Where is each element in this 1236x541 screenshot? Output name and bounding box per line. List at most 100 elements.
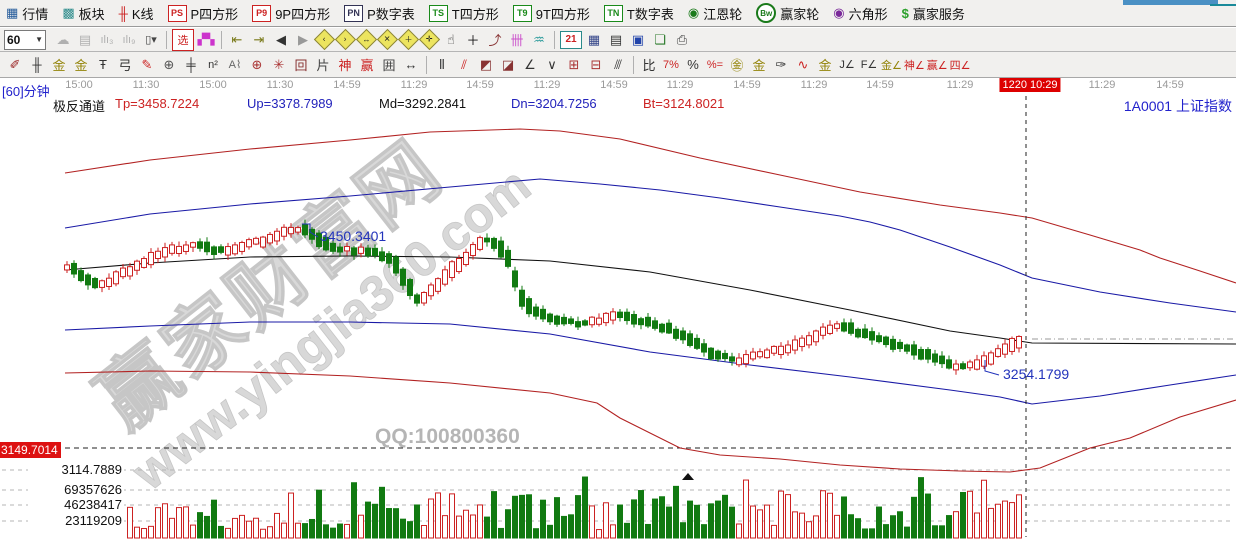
grid123-icon[interactable]: 囲 xyxy=(382,58,396,73)
color-chart-icon[interactable]: ▞▚ xyxy=(197,34,215,46)
n2-icon[interactable]: n² xyxy=(208,58,218,71)
last-icon[interactable]: ⇥ xyxy=(253,31,265,47)
ying-angle-icon[interactable]: 赢∠ xyxy=(926,59,948,72)
menu-item-label: 六角形 xyxy=(848,6,888,22)
gann-x-icon-glyph: ✕ xyxy=(384,34,391,44)
price-chart-canvas[interactable]: 赢家财富网www.yingjia360.comQQ:1008003603450.… xyxy=(0,78,1236,541)
doc-icon[interactable]: ▤ xyxy=(78,31,92,47)
angle-icon[interactable]: ∠ xyxy=(524,56,536,72)
sketch-icon[interactable]: ☁ xyxy=(56,31,70,47)
gann-right-icon[interactable]: › xyxy=(334,28,357,51)
volume-bar xyxy=(414,504,420,539)
menu-item-六角形[interactable]: ◉ 六角形 xyxy=(833,4,887,23)
chart-area[interactable]: 赢家财富网 www.yingjia360.com QQ:100800360 3450.… xyxy=(0,78,1236,541)
period-combo[interactable]: 60 ▼ xyxy=(4,29,46,50)
wave-icon[interactable]: ∿ xyxy=(797,56,809,72)
hash2-icon[interactable]: ╪ xyxy=(186,57,196,72)
gold-line-icon[interactable]: 金 xyxy=(752,58,766,73)
gann-dial-icon[interactable]: ⊕ xyxy=(163,56,175,72)
gann-lr-icon[interactable]: ↔ xyxy=(355,28,378,51)
box-fan-icon[interactable]: ◪ xyxy=(501,56,515,72)
si-angle-icon[interactable]: 四∠ xyxy=(949,59,971,72)
gold-angle-icon[interactable]: 金∠ xyxy=(881,59,902,72)
redgrid2-icon[interactable]: ⊟ xyxy=(590,56,602,72)
brush-icon[interactable]: ✑ xyxy=(775,56,787,72)
pick-stock-icon[interactable]: 选 xyxy=(172,28,194,51)
star-icon[interactable]: ✳ xyxy=(273,56,285,72)
vcheck-icon[interactable]: ∨ xyxy=(547,56,557,72)
menu-item-P数字表[interactable]: PN P数字表 xyxy=(344,4,415,23)
shen-angle-icon[interactable]: 神∠ xyxy=(903,59,925,72)
menu-item-赢家轮[interactable]: Bw 赢家轮 xyxy=(756,3,819,23)
shen-grid-icon[interactable]: 神 xyxy=(338,58,352,73)
menu-item-赢家服务[interactable]: $ 赢家服务 xyxy=(902,4,965,23)
frame-icon[interactable]: Ⅱ xyxy=(438,56,446,72)
bars9-icon[interactable]: ılı₉ xyxy=(122,33,136,46)
parallel-icon[interactable]: ⫻ xyxy=(614,56,622,72)
first-icon[interactable]: ⇤ xyxy=(231,31,243,47)
candle-body xyxy=(183,244,189,252)
gold-grid2-icon[interactable]: 金 xyxy=(74,58,88,73)
mirror-icon[interactable]: A⌇ xyxy=(228,59,242,71)
next-icon[interactable]: ▶ xyxy=(298,31,308,47)
gold-u-icon[interactable]: 金 xyxy=(818,58,832,73)
menu-item-江恩轮[interactable]: ◉ 江恩轮 xyxy=(688,4,742,23)
menu-item-9T四方形[interactable]: T9 9T四方形 xyxy=(512,4,590,23)
window-icon[interactable]: ❏ xyxy=(654,31,666,47)
menu-item-K线[interactable]: ╫ K线 xyxy=(119,4,154,23)
target-icon[interactable]: ⊕ xyxy=(251,56,263,72)
red-pen-icon[interactable]: ✎ xyxy=(141,56,153,72)
ratio-icon[interactable]: 比 xyxy=(642,58,656,73)
menu-item-板块[interactable]: ▩ 板块 xyxy=(62,4,104,23)
teal-tool-icon[interactable]: ♒ xyxy=(533,31,545,47)
bars3-icon[interactable]: ılı₃ xyxy=(100,33,114,46)
crosshair-icon[interactable]: ＋ xyxy=(466,33,480,48)
menu-item-行情[interactable]: ▦ 行情 xyxy=(6,4,48,23)
channel-line-up xyxy=(64,178,1236,313)
pen-icon[interactable]: ✐ xyxy=(9,56,21,72)
9T四方形-icon: T9 xyxy=(512,4,532,22)
pct7-icon[interactable]: 7% xyxy=(663,58,679,71)
redgrid1-icon[interactable]: ⊞ xyxy=(568,56,580,72)
gold-circle-icon[interactable]: ㊎ xyxy=(730,58,744,73)
f-angle-icon[interactable]: F∠ xyxy=(860,59,878,71)
pct-icon[interactable]: % xyxy=(687,57,699,72)
calendar-icon[interactable]: 21 xyxy=(560,30,582,49)
fan-icon[interactable]: ⫽ xyxy=(461,56,467,72)
ying-grid-icon[interactable]: 赢 xyxy=(360,58,374,73)
pctline-icon[interactable]: %= xyxy=(706,58,724,71)
save-icon[interactable]: ▣ xyxy=(631,31,645,47)
menu-item-T数字表[interactable]: TN T数字表 xyxy=(603,4,674,23)
square-target-icon[interactable]: 回 xyxy=(294,58,308,73)
gann-cross-icon[interactable]: ✛ xyxy=(418,28,441,51)
f-grid-icon[interactable]: Ŧ xyxy=(99,57,107,72)
menu-item-T四方形[interactable]: TS T四方形 xyxy=(428,4,499,23)
notes-icon[interactable]: ▤ xyxy=(609,31,623,47)
hash-icon[interactable]: ╫ xyxy=(32,57,42,72)
candle-style-icon[interactable]: ▯▾ xyxy=(145,34,157,46)
candle-body xyxy=(582,320,588,326)
menu-item-9P四方形[interactable]: P9 9P四方形 xyxy=(252,4,330,23)
harrow-icon[interactable]: ↔ xyxy=(404,57,418,72)
hand-icon[interactable]: ☝ xyxy=(447,31,455,47)
gong-grid-icon[interactable]: 弓 xyxy=(118,58,132,73)
measure-icon[interactable]: ⤴ xyxy=(488,33,502,48)
candle-body xyxy=(78,270,84,282)
time-axis-label: 14:59 xyxy=(333,79,361,91)
gann-left-icon[interactable]: ‹ xyxy=(313,28,336,51)
volume-bar xyxy=(813,515,819,539)
pink-tool-icon[interactable]: 卌 xyxy=(510,33,524,48)
gann-plus-icon[interactable]: ＋ xyxy=(397,28,420,51)
prev-icon[interactable]: ◀ xyxy=(276,31,286,47)
candle-body xyxy=(729,356,735,362)
candle-body xyxy=(246,239,252,248)
j-angle-icon[interactable]: J∠ xyxy=(839,59,855,71)
fan-box-icon[interactable]: ◩ xyxy=(479,56,493,72)
angle2-icon[interactable]: 片 xyxy=(316,58,330,73)
gold-grid1-icon[interactable]: 金 xyxy=(52,58,66,73)
gann-x-icon[interactable]: ✕ xyxy=(376,28,399,51)
print-icon[interactable]: ⎙ xyxy=(676,31,688,47)
calculator-icon[interactable]: ▦ xyxy=(587,31,601,47)
time-axis-label: 11:29 xyxy=(1088,79,1116,91)
menu-item-P四方形[interactable]: PS P四方形 xyxy=(167,4,238,23)
